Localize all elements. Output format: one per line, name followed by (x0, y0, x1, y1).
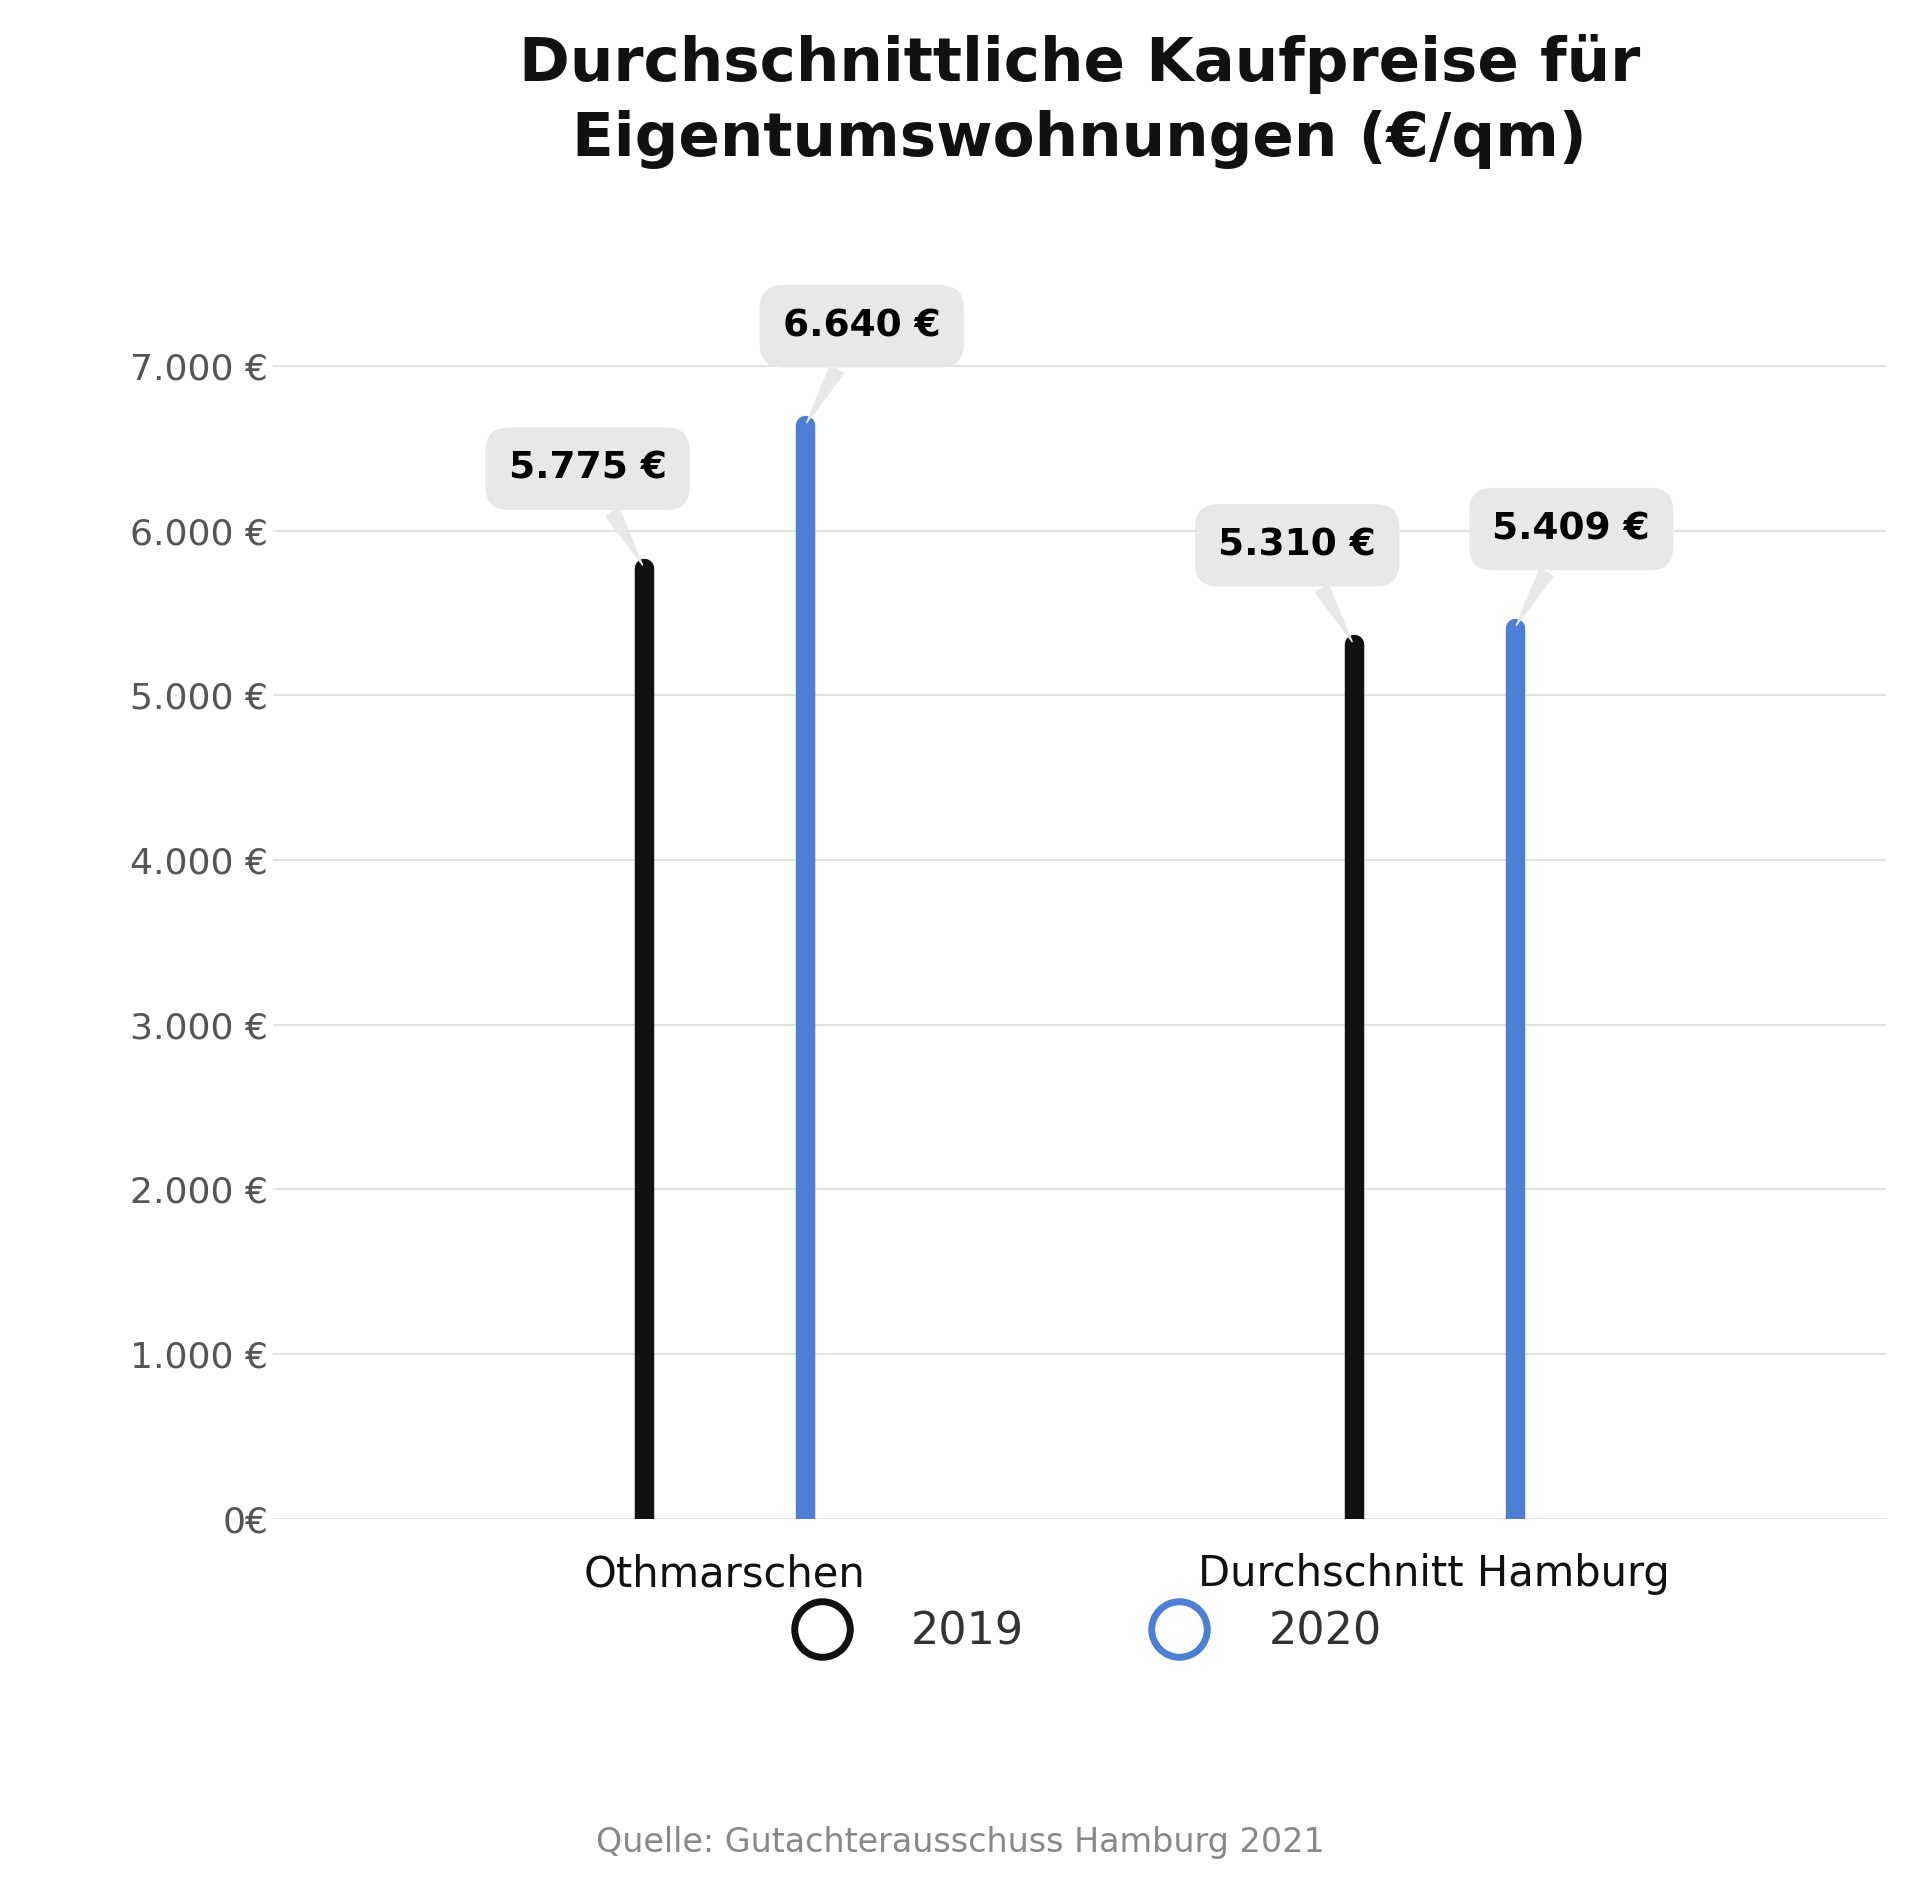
Text: 5.409 €: 5.409 € (1492, 511, 1649, 625)
Legend: 2019, 2020: 2019, 2020 (760, 1594, 1400, 1671)
Title: Durchschnittliche Kaufpreise für
Eigentumswohnungen (€/qm): Durchschnittliche Kaufpreise für Eigentu… (518, 34, 1640, 170)
Text: 5.310 €: 5.310 € (1217, 528, 1377, 642)
Text: 5.775 €: 5.775 € (509, 450, 666, 565)
Text: 6.640 €: 6.640 € (783, 309, 941, 422)
Text: Quelle: Gutachterausschuss Hamburg 2021: Quelle: Gutachterausschuss Hamburg 2021 (595, 1826, 1325, 1860)
